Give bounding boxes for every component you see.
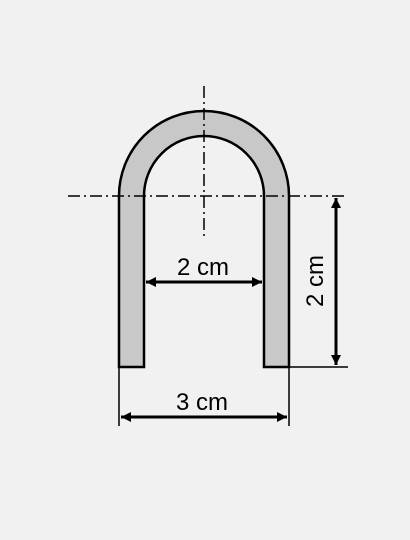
inner-width-label: 2 cm: [177, 254, 229, 281]
leg-height-label: 2 cm: [302, 255, 329, 307]
outer-width-label: 3 cm: [176, 389, 228, 416]
u-tube-shape: [117, 109, 291, 369]
